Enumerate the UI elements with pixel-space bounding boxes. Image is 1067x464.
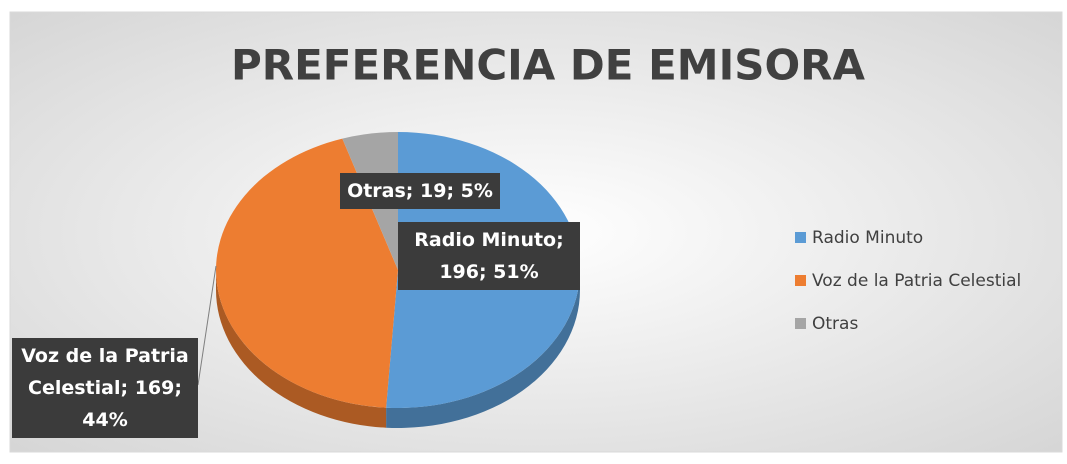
legend-item: Voz de la Patria Celestial — [795, 271, 1021, 291]
pie-slice-side — [386, 270, 580, 428]
legend-label: Voz de la Patria Celestial — [812, 271, 1022, 291]
legend-swatch — [795, 318, 806, 329]
leader-line — [197, 265, 217, 386]
legend-item: Radio Minuto — [795, 228, 923, 248]
legend-swatch — [795, 275, 806, 286]
data-label: Voz de la Patria Celestial; 169; 44% — [12, 338, 198, 438]
data-label: Otras; 19; 5% — [340, 173, 500, 209]
legend-label: Radio Minuto — [812, 228, 924, 248]
pie-slice-side — [216, 270, 387, 428]
legend-item: Otras — [795, 314, 858, 334]
chart-title: PREFERENCIA DE EMISORA — [231, 41, 866, 90]
legend-label: Otras — [812, 314, 859, 334]
legend-swatch — [795, 232, 806, 243]
data-label: Radio Minuto; 196; 51% — [398, 222, 580, 290]
